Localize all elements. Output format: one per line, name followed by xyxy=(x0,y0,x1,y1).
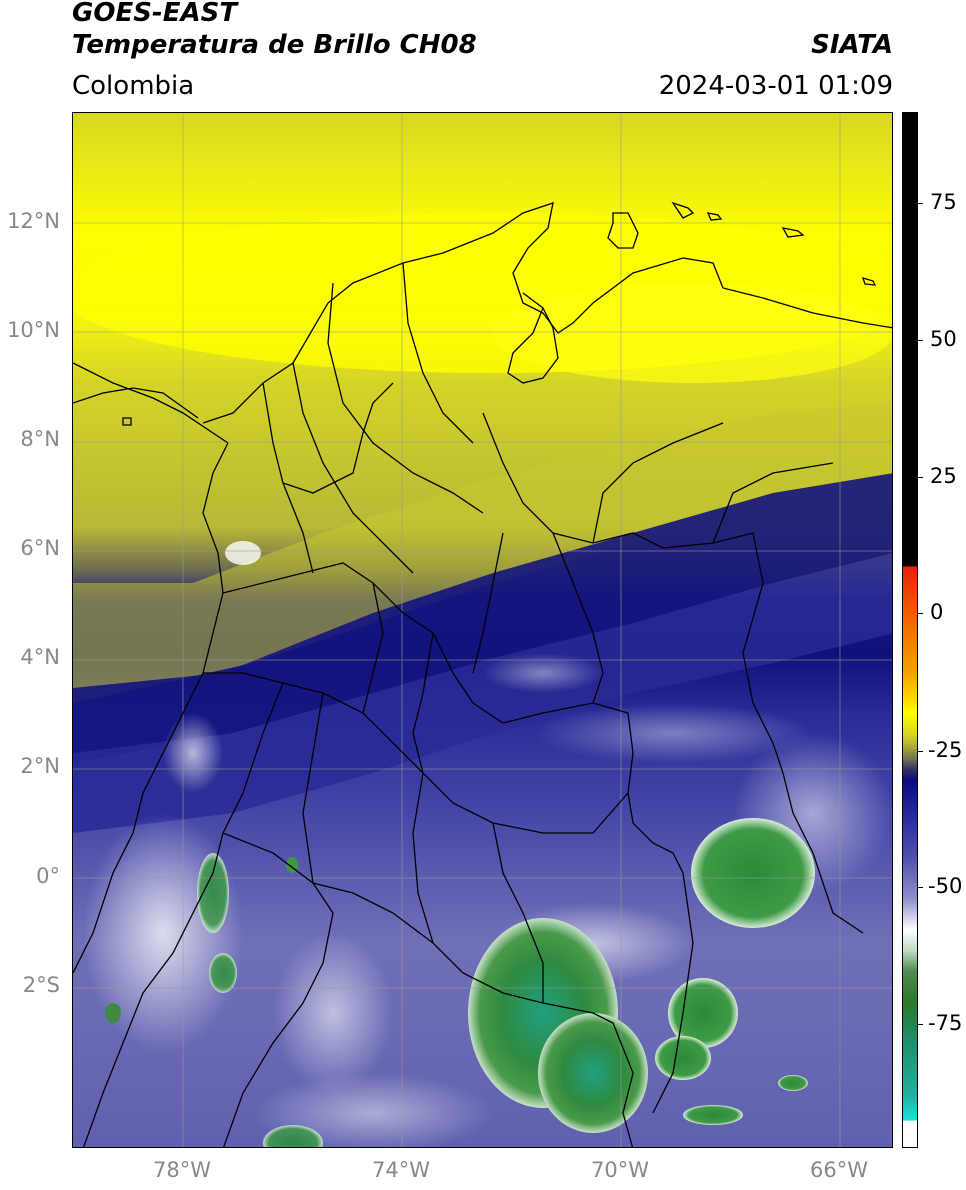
datetime-label: 2024-03-01 01:09 xyxy=(658,71,893,101)
lat-label-12n: 12°N xyxy=(7,209,60,233)
colorbar-tick-mark xyxy=(918,613,923,614)
coastline-borders xyxy=(73,201,892,1147)
lon-label-70w: 70°W xyxy=(591,1158,649,1182)
brightness-temperature-image xyxy=(73,113,892,1147)
satellite-map xyxy=(72,112,893,1148)
product-title: Temperatura de Brillo CH08 xyxy=(72,30,477,60)
lat-label-2s: 2°S xyxy=(22,973,60,997)
satellite-title: GOES-EAST xyxy=(72,0,238,28)
lat-label-0: 0° xyxy=(36,864,60,888)
colorbar-tick-mark xyxy=(918,477,923,478)
colorbar-label-50: 50 xyxy=(930,327,957,351)
colorbar-tick-mark xyxy=(918,751,923,752)
lon-label-66w: 66°W xyxy=(810,1158,868,1182)
lat-label-10n: 10°N xyxy=(7,318,60,342)
region-label: Colombia xyxy=(72,71,195,101)
organization-label: SIATA xyxy=(811,30,893,60)
colorbar-tick-mark xyxy=(918,340,923,341)
colorbar-label-25: 25 xyxy=(930,464,957,488)
lon-label-78w: 78°W xyxy=(153,1158,211,1182)
colorbar-label-minus25: -25 xyxy=(928,738,963,762)
colorbar-label-minus75: -75 xyxy=(928,1011,963,1035)
lat-label-2n: 2°N xyxy=(20,754,60,778)
lon-label-74w: 74°W xyxy=(372,1158,430,1182)
colorbar-label-minus50: -50 xyxy=(928,874,963,898)
colorbar-label-0: 0 xyxy=(930,600,944,624)
lat-label-6n: 6°N xyxy=(20,536,60,560)
colorbar-tick-mark xyxy=(918,203,923,204)
lat-label-4n: 4°N xyxy=(20,645,60,669)
colorbar-tick-mark xyxy=(918,1024,923,1025)
lat-label-8n: 8°N xyxy=(20,427,60,451)
colorbar xyxy=(902,112,918,1148)
colorbar-label-75: 75 xyxy=(930,190,957,214)
colorbar-gradient xyxy=(903,113,917,1147)
colorbar-tick-mark xyxy=(918,887,923,888)
